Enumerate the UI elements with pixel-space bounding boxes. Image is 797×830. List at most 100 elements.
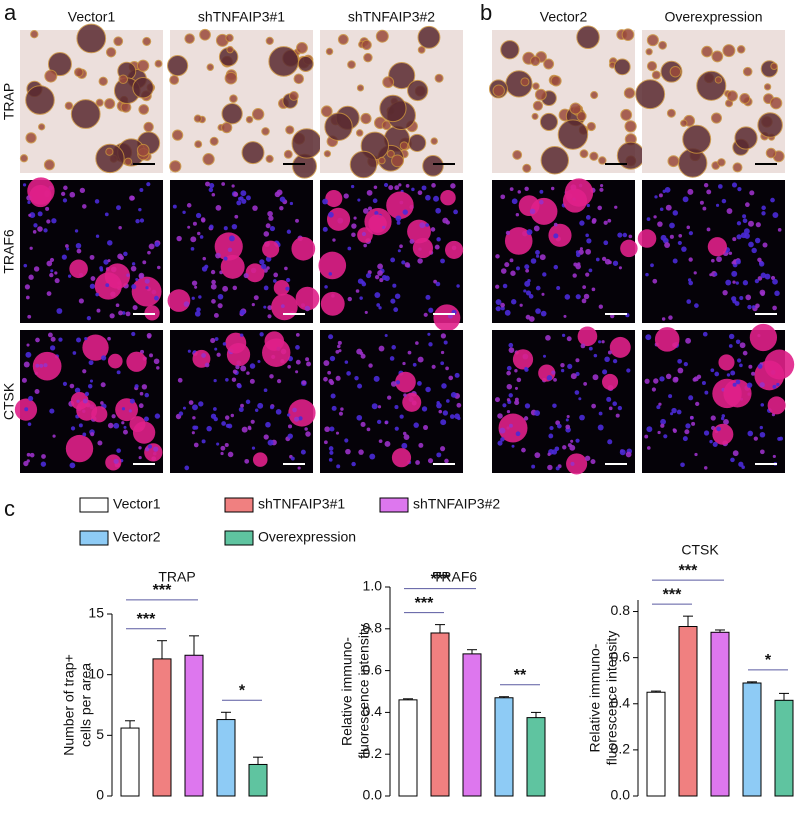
cell — [516, 266, 520, 271]
cell — [731, 296, 737, 302]
cell — [565, 424, 571, 430]
cell — [425, 294, 431, 300]
cell — [58, 337, 63, 342]
cell — [731, 182, 738, 188]
cell — [576, 25, 600, 50]
cell — [295, 41, 308, 54]
cell — [574, 390, 580, 395]
cell — [89, 254, 95, 260]
cell — [502, 283, 508, 289]
column-header: Vector1 — [68, 9, 116, 25]
cell — [126, 273, 130, 277]
cell — [607, 439, 613, 445]
cell — [201, 353, 206, 358]
cell — [265, 154, 274, 163]
cell — [283, 149, 293, 159]
cell — [508, 342, 514, 348]
cell — [268, 46, 299, 77]
micrograph — [320, 25, 463, 179]
cell — [223, 226, 228, 231]
panel-label: c — [4, 496, 15, 521]
cell — [378, 306, 382, 310]
cell — [191, 431, 195, 435]
cell — [399, 244, 403, 249]
cell — [535, 285, 541, 291]
cell — [147, 444, 153, 449]
cell — [295, 286, 320, 311]
cell — [98, 76, 108, 87]
cell — [402, 392, 422, 412]
cell — [676, 409, 682, 415]
cell — [738, 461, 744, 467]
cell — [22, 183, 27, 187]
cell — [357, 383, 363, 389]
cell — [567, 443, 572, 448]
cell — [433, 304, 461, 332]
cell — [214, 347, 218, 351]
cell — [19, 154, 29, 163]
cell — [585, 272, 590, 277]
cell — [748, 364, 753, 369]
cell — [178, 411, 184, 416]
legend-label: shTNFAIP3#1 — [258, 496, 345, 512]
cell — [353, 216, 357, 220]
cell — [617, 405, 623, 411]
cell — [569, 102, 582, 115]
cell — [128, 409, 132, 413]
y-tick-label: 0.0 — [611, 787, 631, 803]
cell — [440, 333, 447, 339]
cell — [269, 374, 274, 379]
cell — [652, 278, 658, 284]
cell — [717, 184, 723, 189]
cell — [95, 234, 100, 238]
cell — [550, 186, 555, 191]
cell — [502, 403, 507, 408]
cell — [672, 428, 677, 432]
cell — [61, 254, 67, 260]
cell — [263, 388, 268, 393]
cell — [226, 45, 234, 54]
cell — [757, 112, 783, 138]
cell — [263, 305, 267, 309]
cell — [378, 345, 385, 352]
cell — [570, 373, 577, 380]
cell — [591, 287, 596, 292]
cell — [251, 108, 265, 121]
cell — [622, 232, 628, 238]
cell — [169, 75, 180, 85]
cell — [772, 384, 777, 389]
cell — [384, 420, 388, 425]
cell — [547, 464, 553, 471]
column-header: Overexpression — [664, 9, 762, 25]
cell — [33, 223, 38, 228]
cell — [625, 451, 632, 458]
cell — [105, 283, 110, 288]
cell — [598, 340, 602, 344]
cell — [29, 212, 36, 219]
cell — [421, 185, 427, 191]
cell — [84, 391, 90, 397]
cell — [723, 379, 752, 408]
cell — [223, 256, 228, 261]
cell — [241, 426, 248, 433]
cell — [109, 313, 115, 319]
cell — [138, 104, 150, 115]
cell — [417, 356, 424, 363]
cell — [607, 350, 612, 355]
cell — [539, 254, 546, 261]
cell — [360, 353, 366, 359]
cell — [430, 227, 436, 232]
cell — [510, 299, 517, 305]
cell — [660, 423, 665, 428]
cell — [549, 425, 554, 431]
cell — [82, 432, 87, 437]
cell — [153, 358, 160, 365]
cell — [74, 387, 81, 394]
cell — [726, 373, 731, 377]
cell — [275, 408, 282, 415]
cell — [554, 446, 560, 452]
cell — [430, 137, 438, 145]
y-axis-label: fluorescence intensity — [356, 624, 372, 759]
cell — [755, 222, 761, 228]
cell — [246, 371, 250, 375]
